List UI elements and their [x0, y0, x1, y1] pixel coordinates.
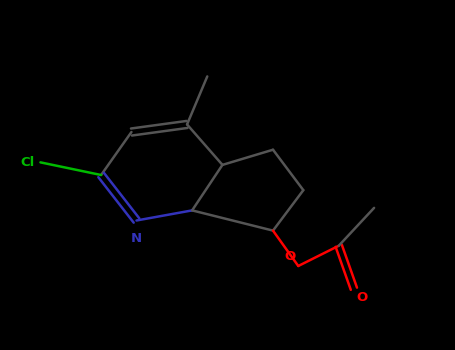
Text: Cl: Cl — [20, 156, 35, 169]
Text: O: O — [284, 251, 296, 264]
Text: N: N — [131, 232, 142, 245]
Text: O: O — [356, 291, 368, 304]
